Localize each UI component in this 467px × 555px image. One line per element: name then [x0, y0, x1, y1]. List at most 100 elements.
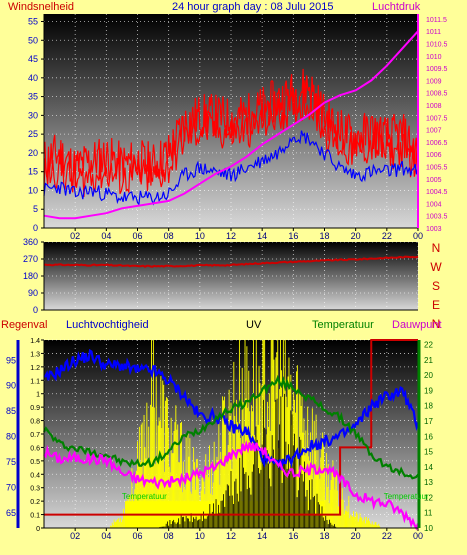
panel-1-right-tick-label: 1011	[426, 29, 441, 36]
panel-1-xtick-label: 20	[351, 231, 361, 241]
panel-3-humidity-tick-label: 80	[6, 432, 16, 442]
compass-label-w: W	[430, 260, 442, 274]
panel-1-right-tick-label: 1007.5	[426, 115, 448, 122]
panel-3-rain-tick-label: 0.8	[30, 419, 40, 426]
humidity-series	[43, 348, 420, 471]
header-center-title: 24 hour graph day : 08 Julu 2015	[172, 1, 334, 13]
panel-1-xtick-label: 04	[101, 231, 111, 241]
legend-temperatuur: Temperatuur	[312, 319, 374, 331]
panel-3-temp-tick-label: 10	[424, 524, 433, 533]
panel-3-rain-tick-label: 0.2	[30, 499, 40, 506]
panel-3-temp-tick-label: 17	[424, 417, 433, 426]
panel-3-humidity-tick-label: 90	[6, 381, 16, 391]
compass-label-n: N	[432, 317, 441, 331]
panel-1-ytick-label: 40	[28, 73, 38, 83]
panel-1-right-tick-label: 1009	[426, 78, 442, 85]
panel-1-right-tick-label: 1005.5	[426, 165, 448, 172]
panel-2-ytick-label: 360	[23, 237, 38, 247]
panel-3-rain-tick-label: 0.9	[30, 405, 40, 412]
panel-2-ytick-label: 270	[23, 254, 38, 264]
panel-3-xtick-label: 12	[226, 531, 236, 541]
panel-1-xtick-label: 10	[195, 231, 205, 241]
panel-1-right-tick-label: 1009.5	[426, 66, 448, 73]
panel-3-xtick-label: 10	[195, 531, 205, 541]
wind-direction-series	[43, 255, 419, 268]
panel-1-xtick-label: 22	[382, 231, 392, 241]
panel-1-ytick-label: 25	[28, 129, 38, 139]
panel-1-ytick-label: 5	[33, 204, 38, 214]
panel-1-right-tick-label: 1005	[426, 177, 442, 184]
panel-3-xtick-label: 06	[132, 531, 142, 541]
panel-3-humidity-tick-label: 75	[6, 457, 16, 467]
panel-1-right-tick-label: 1006.5	[426, 140, 448, 147]
panel-1-ytick-label: 0	[33, 223, 38, 233]
panel-1-right-tick-label: 1010	[426, 54, 442, 61]
panel-3-xtick-label: 16	[288, 531, 298, 541]
panel-1-right-tick-label: 1003.5	[426, 214, 448, 221]
compass-label-n: N	[432, 241, 441, 255]
panel-3-humidity-tick-label: 95	[6, 355, 16, 365]
panel-1-ytick-label: 55	[28, 17, 38, 27]
panel-3-humidity-tick-label: 70	[6, 482, 16, 492]
dewpoint-series	[43, 439, 420, 531]
compass-label-s: S	[432, 279, 440, 293]
panel-3-temp-tick-label: 16	[424, 432, 433, 441]
panel-3-temp-tick-label: 22	[424, 341, 433, 350]
panel-1-ytick-label: 50	[28, 35, 38, 45]
panel-1-xtick-label: 12	[226, 231, 236, 241]
legend-uv: UV	[246, 319, 262, 331]
panel-1-ytick-label: 35	[28, 92, 38, 102]
legend-regenval: Regenval	[1, 319, 48, 331]
panel-1-xtick-label: 14	[257, 231, 267, 241]
panel-3-rain-tick-label: 1.3	[30, 351, 40, 358]
panel-2-ytick-label: 90	[28, 288, 38, 298]
wind-gust-series-2	[43, 89, 419, 197]
panel-3-rain-tick-label: 0.6	[30, 445, 40, 452]
panel-1-right-tick-label: 1004	[426, 201, 442, 208]
watermark-right: Temperatuur	[384, 492, 429, 501]
panel-1-xtick-label: 00	[413, 231, 423, 241]
panel-3-xtick-label: 14	[257, 531, 267, 541]
panel-3-rain-tick-label: 1.2	[30, 365, 40, 372]
panel-3-rain-tick-label: 1.1	[30, 378, 40, 385]
compass-label-e: E	[432, 298, 440, 312]
panel-3-temp-tick-label: 19	[424, 386, 433, 395]
legend-dauwpunt: Dauwpunt	[392, 319, 442, 331]
wind-avg-series	[43, 130, 419, 206]
panel-1-xtick-label: 18	[319, 231, 329, 241]
panel-3-rain-tick-label: 0.7	[30, 432, 40, 439]
panel-1-right-tick-label: 1007	[426, 128, 442, 135]
panel-3-xtick-label: 08	[164, 531, 174, 541]
panel-3-humidity-tick-label: 65	[6, 508, 16, 518]
panel-1-xtick-label: 16	[288, 231, 298, 241]
panel-1-right-tick-label: 1006	[426, 152, 442, 159]
rainfall-series	[44, 339, 418, 516]
panel-1-ytick-label: 45	[28, 54, 38, 64]
panel-1-ytick-label: 10	[28, 185, 38, 195]
panel-1-right-tick-label: 1008.5	[426, 91, 448, 98]
pressure-series	[43, 30, 419, 220]
panel-3-humidity-tick-label: 85	[6, 406, 16, 416]
header-left-title: Windsnelheid	[8, 1, 75, 13]
panel-3-rain-tick-label: 0.1	[30, 513, 40, 520]
panel-3-temp-tick-label: 21	[424, 356, 433, 365]
panel-1-xtick-label: 08	[164, 231, 174, 241]
panel-1-right-tick-label: 1003	[426, 226, 442, 233]
panel-3-rain-tick-label: 1	[36, 392, 40, 399]
panel-3-xtick-label: 00	[413, 531, 423, 541]
panel-3-temp-tick-label: 13	[424, 478, 433, 487]
panel-3-rain-tick-label: 0.5	[30, 459, 40, 466]
panel-3-temp-tick-label: 15	[424, 448, 433, 457]
panel-3-xtick-label: 04	[101, 531, 111, 541]
panel-1-ytick-label: 20	[28, 148, 38, 158]
panel-1-xtick-label: 02	[70, 231, 80, 241]
watermark-left: Temperatuur	[122, 492, 167, 501]
panel-3-rain-tick-label: 1.4	[30, 338, 40, 345]
header-right-title: Luchtdruk	[372, 1, 421, 13]
panel-3-rain-tick-label: 0	[36, 526, 40, 533]
panel-3-xtick-label: 20	[351, 531, 361, 541]
temperature-series	[43, 374, 419, 480]
panel-1-ytick-label: 15	[28, 167, 38, 177]
panel-1-right-tick-label: 1011.5	[426, 17, 447, 24]
